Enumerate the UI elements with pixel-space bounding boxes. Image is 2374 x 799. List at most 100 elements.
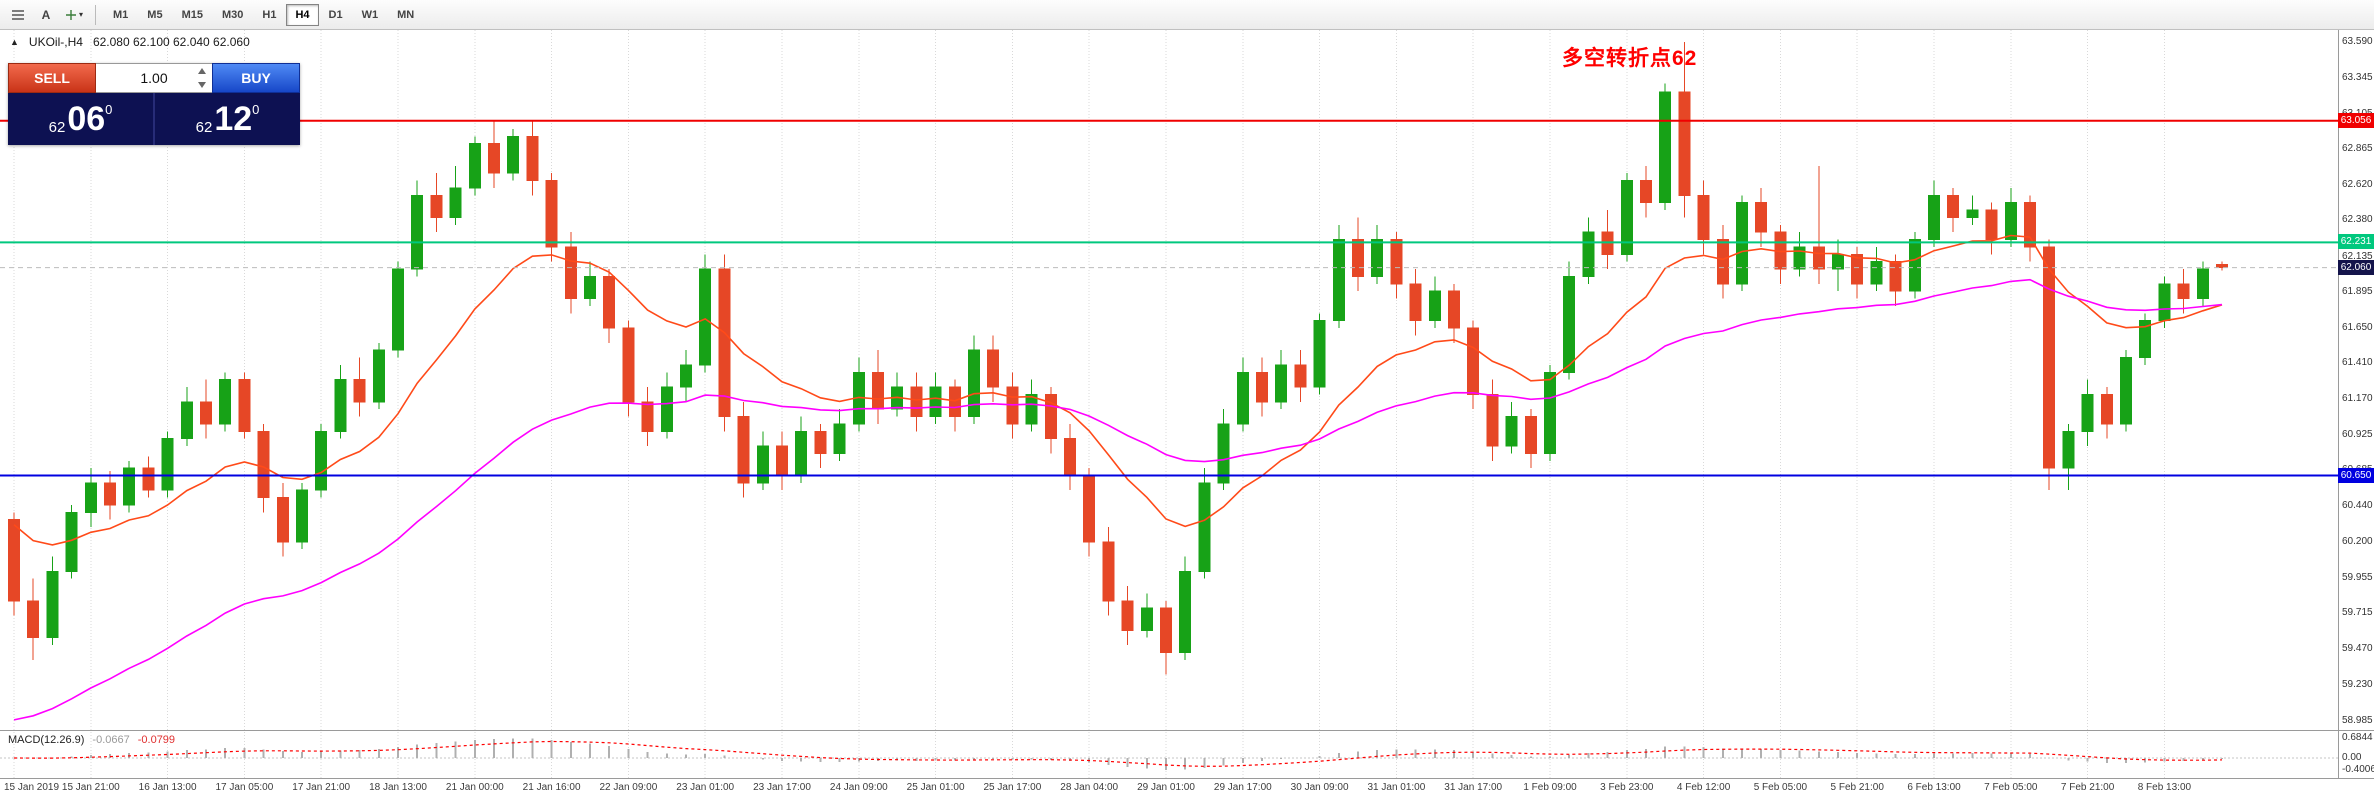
price-axis-label: 62.865 [2342, 142, 2373, 154]
macd-indicator-header: MACD(12.26.9) -0.0667 -0.0799 [8, 734, 175, 746]
volume-value: 1.00 [140, 70, 168, 86]
ma-slow-line [13, 278, 2223, 721]
time-axis-label: 1 Feb 09:00 [1523, 782, 1577, 793]
volume-up-icon[interactable] [197, 68, 206, 74]
sell-button[interactable]: SELL [8, 63, 96, 93]
candles-layer [8, 42, 2228, 675]
time-axis-label: 17 Jan 05:00 [215, 782, 274, 793]
price-chart-canvas [0, 30, 2374, 779]
ask-big-digits: 12 [214, 100, 253, 138]
timeframe-w1[interactable]: W1 [361, 8, 379, 21]
price-axis-label: 59.230 [2342, 678, 2373, 690]
bid-big-digits: 06 [67, 100, 106, 138]
time-axis-label: 31 Jan 01:00 [1367, 782, 1426, 793]
time-axis-label: 22 Jan 09:00 [599, 782, 658, 793]
cursor-tool-icon[interactable]: ▾ [61, 3, 87, 27]
time-axis-label: 29 Jan 17:00 [1213, 782, 1272, 793]
timeframe-m1[interactable]: M1 [113, 8, 129, 21]
time-axis-label: 17 Jan 21:00 [292, 782, 351, 793]
one-click-toggle-icon[interactable]: ▲ [10, 37, 19, 47]
time-axis-label: 25 Jan 01:00 [906, 782, 965, 793]
time-axis-label: 5 Feb 21:00 [1830, 782, 1884, 793]
symbol-period-label: UKOil-,H4 [28, 35, 83, 49]
price-axis-label: 61.170 [2342, 392, 2373, 404]
bid-superscript: 0 [105, 102, 113, 117]
macd-name: MACD(12.26.9) [8, 734, 85, 746]
ohlc-values: 62.080 62.100 62.040 62.060 [92, 35, 250, 49]
time-axis-label: 28 Jan 04:00 [1060, 782, 1119, 793]
time-axis-label: 24 Jan 09:00 [829, 782, 888, 793]
price-axis-label: 59.955 [2342, 571, 2373, 583]
chart-header: ▲ UKOil-,H4 62.080 62.100 62.040 62.060 [10, 35, 250, 49]
time-axis-label: 21 Jan 16:00 [522, 782, 581, 793]
trade-buttons-row: SELL 1.00 BUY [8, 63, 300, 93]
time-axis-label: 18 Jan 13:00 [369, 782, 427, 793]
timeframe-m5[interactable]: M5 [147, 8, 163, 21]
buy-button[interactable]: BUY [212, 63, 300, 93]
time-axis-label: 25 Jan 17:00 [983, 782, 1042, 793]
timeframe-m30[interactable]: M30 [221, 8, 244, 21]
timeframe-group: M1 M5 M15 M30 H1 H4 D1 W1 MN [104, 3, 423, 26]
chevron-down-icon: ▾ [78, 10, 83, 19]
volume-spinner[interactable] [195, 68, 208, 88]
volume-input[interactable]: 1.00 [96, 63, 212, 93]
price-axis-label: 60.925 [2342, 428, 2373, 440]
time-axis-label: 23 Jan 17:00 [753, 782, 811, 793]
macd-signal-line [13, 740, 2223, 767]
time-axis-label: 6 Feb 13:00 [1907, 782, 1961, 793]
timeframe-mn[interactable]: MN [397, 8, 415, 21]
price-tag-63.056: 63.056 [2338, 112, 2374, 128]
price-divider [153, 93, 155, 145]
volume-down-icon[interactable] [197, 82, 206, 88]
price-tag-60.650: 60.650 [2338, 467, 2374, 483]
time-axis-label: 3 Feb 23:00 [1600, 782, 1654, 793]
price-axis-label: 63.590 [2342, 36, 2373, 47]
ma-fast-line [13, 234, 2223, 546]
price-axis-label: 59.470 [2342, 643, 2373, 655]
bid-price: 62 06 0 [8, 93, 153, 145]
macd-axis-label: -0.4006 [2342, 763, 2374, 775]
price-axis-label: 61.650 [2342, 322, 2373, 334]
timeframe-d1[interactable]: D1 [328, 8, 343, 21]
price-axis-label: 58.985 [2342, 715, 2373, 726]
price-axis-label: 60.440 [2342, 500, 2373, 512]
price-axis-label: 61.895 [2342, 285, 2373, 297]
timeframe-h1[interactable]: H1 [262, 8, 277, 21]
time-axis-label: 31 Jan 17:00 [1444, 782, 1503, 793]
time-axis-label: 15 Jan 21:00 [61, 782, 120, 793]
ask-whole: 62 [195, 119, 213, 136]
price-tag-62.060: 62.060 [2338, 259, 2374, 275]
time-axis-label: 21 Jan 00:00 [445, 782, 504, 793]
macd-signal-value: -0.0799 [137, 734, 176, 746]
text-tool-icon[interactable]: A [41, 7, 51, 22]
one-click-trading-panel: SELL 1.00 BUY 62 06 0 62 12 0 [8, 63, 300, 145]
toolbar: A ▾ M1 M5 M15 M30 H1 H4 D1 W1 MN [0, 0, 2374, 30]
toolbar-separator [95, 4, 96, 25]
chart-annotation-text[interactable]: 多空转折点62 [1562, 47, 1698, 70]
time-axis-label: 5 Feb 05:00 [1753, 782, 1808, 793]
macd-histogram [32, 738, 2223, 770]
price-axis-label: 59.715 [2342, 607, 2373, 619]
price-tag-62.231: 62.231 [2338, 234, 2374, 250]
timeframe-h4[interactable]: H4 [286, 3, 319, 26]
bid-whole: 62 [48, 119, 66, 136]
time-axis-label: 30 Jan 09:00 [1290, 782, 1349, 793]
timeframe-m15[interactable]: M15 [181, 8, 203, 21]
macd-main-value: -0.0667 [92, 734, 130, 746]
time-axis-label: 7 Feb 21:00 [2060, 782, 2115, 793]
macd-axis-label: 0.6844 [2342, 732, 2373, 744]
macd-axis-label: 0.00 [2342, 752, 2362, 763]
time-axis-label: 16 Jan 13:00 [138, 782, 197, 793]
time-axis-label: 8 Feb 13:00 [2137, 782, 2192, 793]
price-axis-label: 61.410 [2342, 357, 2373, 369]
price-axis-label: 62.620 [2342, 179, 2373, 191]
charts-menu-icon[interactable] [5, 3, 31, 27]
price-axis-label: 62.380 [2342, 214, 2373, 226]
price-axis-label: 63.345 [2342, 72, 2373, 84]
crosshair-icon [65, 9, 76, 20]
time-axis-label: 4 Feb 12:00 [1676, 782, 1731, 793]
price-axis-label: 60.200 [2342, 535, 2373, 547]
ask-price: 62 12 0 [155, 93, 300, 145]
time-axis-label: 15 Jan 2019 [4, 782, 60, 793]
time-axis-label: 23 Jan 01:00 [676, 782, 735, 793]
